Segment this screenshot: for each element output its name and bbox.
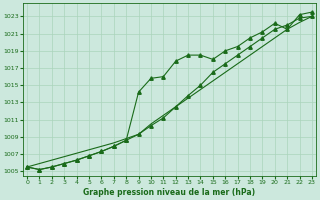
X-axis label: Graphe pression niveau de la mer (hPa): Graphe pression niveau de la mer (hPa)	[84, 188, 256, 197]
